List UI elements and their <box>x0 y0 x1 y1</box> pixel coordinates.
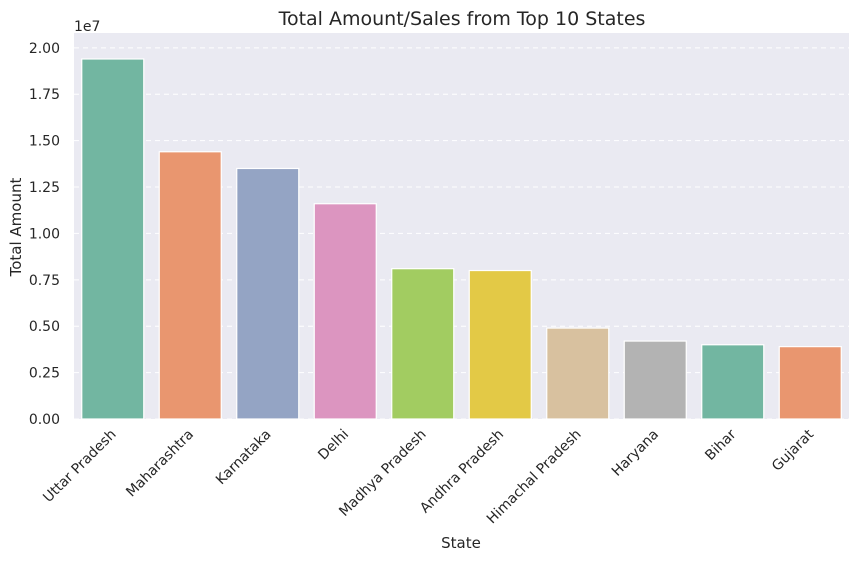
bar-karnataka <box>236 167 300 420</box>
bar-madhya-pradesh <box>391 268 455 420</box>
y-tick-label: 0.00 <box>29 412 60 428</box>
y-tick-label: 1.25 <box>29 180 60 196</box>
x-tick-labels: Uttar Pradesh Maharashtra Karnataka DelhiMa… <box>40 426 817 527</box>
bar-gujarat <box>778 346 842 420</box>
bar-maharashtra <box>158 151 222 420</box>
y-tick-label: 1.50 <box>29 134 60 150</box>
x-tick-label: Haryana <box>609 427 662 480</box>
y-tick-label: 0.50 <box>29 319 60 335</box>
x-tick-label: Bihar <box>702 426 739 463</box>
bar-haryana <box>623 340 687 420</box>
y-offset-label: 1e7 <box>74 19 100 35</box>
bar-bihar <box>701 344 765 420</box>
x-tick-label: Maharashtra <box>123 427 197 501</box>
y-tick-label: 0.75 <box>29 273 60 289</box>
x-tick-label: Madhya Pradesh <box>336 427 429 520</box>
y-tick-label: 1.00 <box>29 226 60 242</box>
chart-title: Total Amount/Sales from Top 10 States <box>278 8 646 30</box>
x-tick-label: Karnataka <box>213 427 275 489</box>
x-tick-label: Andhra Pradesh <box>417 427 507 517</box>
x-axis-label: State <box>441 534 481 552</box>
y-tick-labels: 0.00 0.25 0.50 0.75 1.00 1.25 1.50 1.75 2.00 <box>29 41 60 428</box>
x-tick-label: Uttar Pradesh <box>40 427 119 506</box>
bar-uttar-pradesh <box>81 58 145 420</box>
y-axis-label: Total Amount <box>7 178 25 278</box>
bar-delhi <box>313 203 377 420</box>
x-tick-label: Gujarat <box>769 426 817 474</box>
y-tick-label: 1.75 <box>29 87 60 103</box>
y-tick-label: 2.00 <box>29 41 60 57</box>
y-tick-label: 0.25 <box>29 366 60 382</box>
bars <box>81 58 842 420</box>
bar-andhra-pradesh <box>468 269 532 420</box>
x-tick-label: Delhi <box>315 427 352 464</box>
bar-himachal-pradesh <box>546 327 610 420</box>
